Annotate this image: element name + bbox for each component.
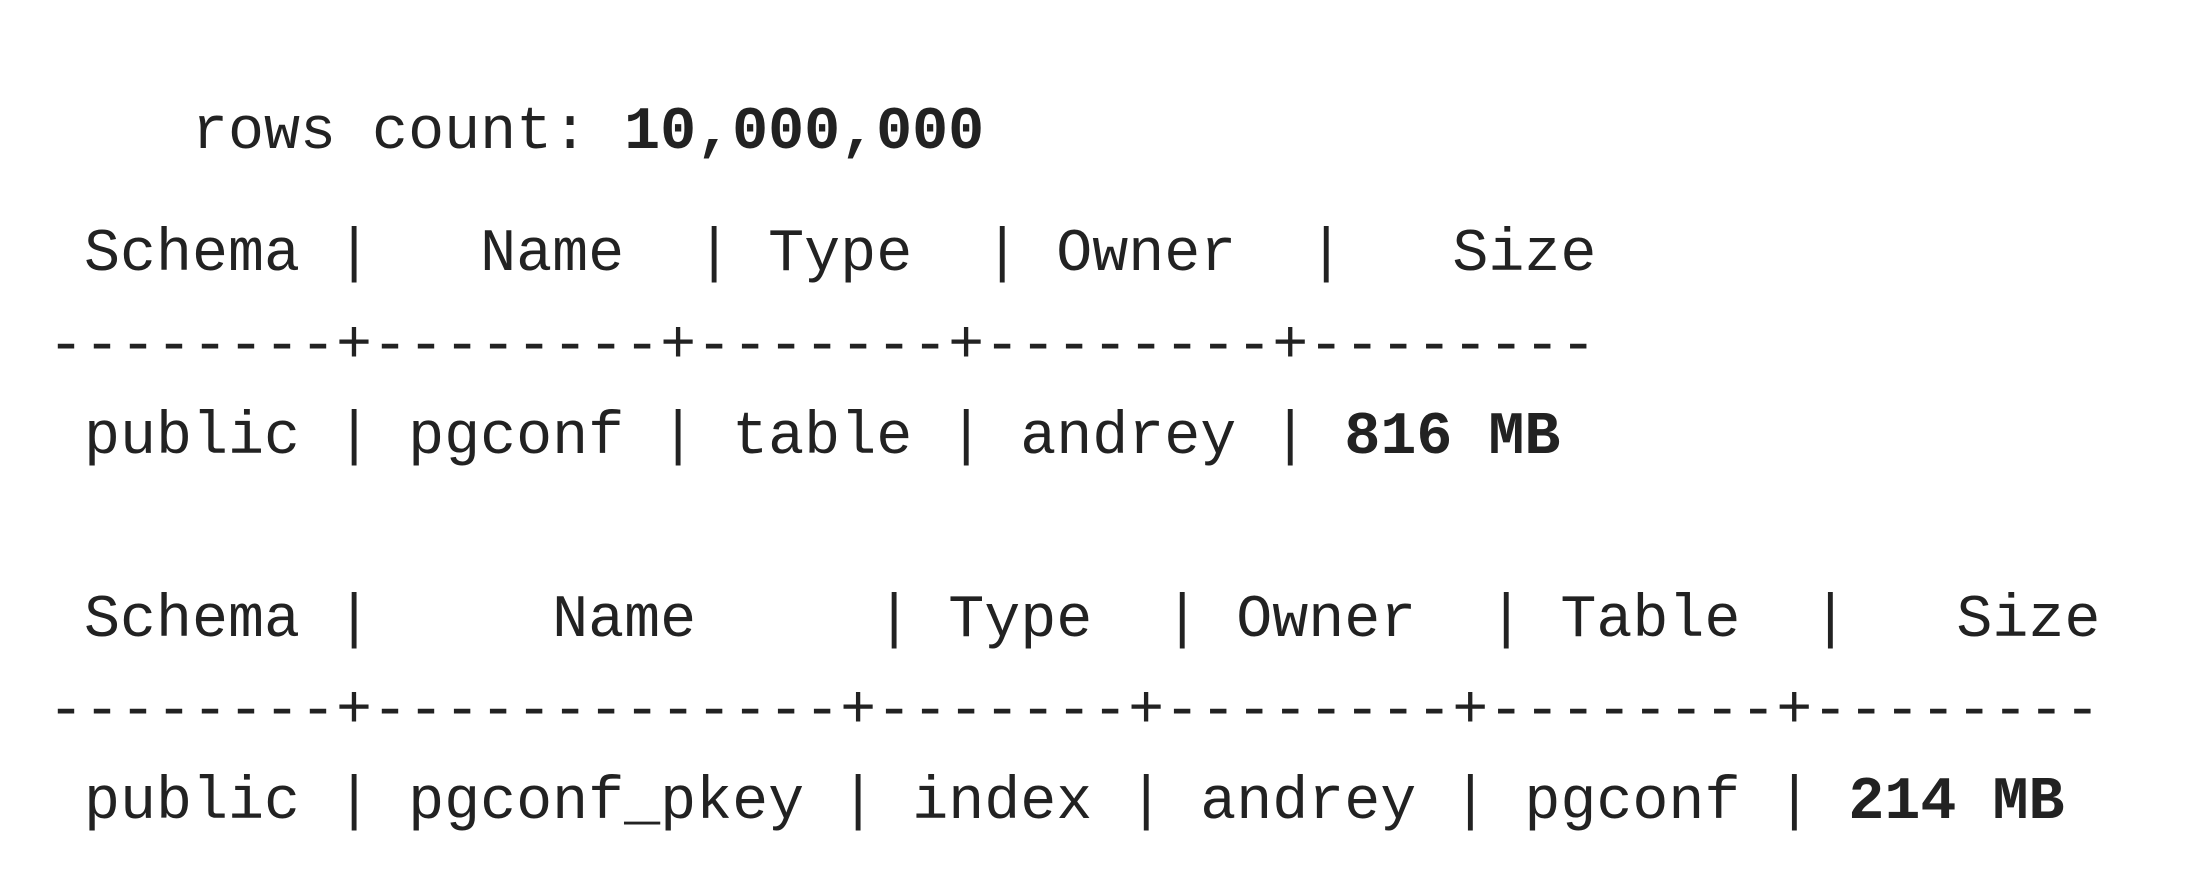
cell-table: pgconf <box>1524 769 1741 837</box>
cell-owner: andrey <box>1200 769 1417 837</box>
table-row: public | pgconf_pkey | index | andrey | … <box>84 769 2065 837</box>
table-row: public | pgconf | table | andrey | 816 M… <box>84 404 1561 472</box>
cell-size: 214 MB <box>1848 769 2065 837</box>
rows-count-value: 10,000,000 <box>624 99 985 167</box>
cell-name: pgconf <box>408 404 625 472</box>
header-cell-size: Size <box>1956 587 2101 655</box>
index-listing-separator: --------+-------------+-------+--------+… <box>48 678 2101 746</box>
cell-size: 816 MB <box>1344 404 1561 472</box>
table-listing-header: Schema | Name | Type | Owner | Size <box>84 221 1597 289</box>
header-cell-schema: Schema <box>84 221 301 289</box>
cell-schema: public <box>84 769 301 837</box>
header-cell-schema: Schema <box>84 587 301 655</box>
header-cell-name: Name <box>552 587 697 655</box>
cell-name: pgconf_pkey <box>408 769 805 837</box>
table-listing-separator: --------+--------+-------+--------+-----… <box>48 313 1597 381</box>
rows-count-label: rows count: <box>192 99 625 167</box>
header-cell-type: Type <box>948 587 1093 655</box>
index-listing-header: Schema | Name | Type | Owner | Table | S… <box>84 587 2101 655</box>
cell-type: index <box>912 769 1093 837</box>
cell-type: table <box>732 404 913 472</box>
header-cell-owner: Owner <box>1236 587 1417 655</box>
cell-schema: public <box>84 404 301 472</box>
header-cell-name: Name <box>480 221 625 289</box>
rows-count-line: rows count: 10,000,000 <box>48 43 984 223</box>
header-cell-table: Table <box>1560 587 1741 655</box>
header-cell-owner: Owner <box>1056 221 1237 289</box>
header-cell-type: Type <box>768 221 913 289</box>
header-cell-size: Size <box>1452 221 1597 289</box>
cell-owner: andrey <box>1020 404 1237 472</box>
